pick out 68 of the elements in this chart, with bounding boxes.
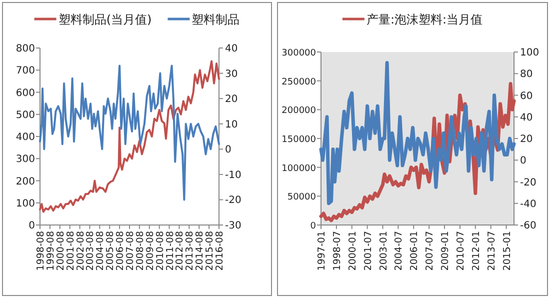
y2-tick-label: -40 — [520, 198, 536, 210]
y-tick-label: 50000 — [287, 192, 316, 203]
legend-label: 塑料制品 — [192, 12, 240, 26]
x-tick-label: 2006-01 — [409, 231, 420, 271]
x-tick-label: 2012-01 — [470, 231, 482, 271]
y-tick-label: 700 — [16, 66, 35, 77]
y-tick-label: 500 — [16, 110, 35, 121]
y2-tick-label: 100 — [520, 48, 540, 58]
x-tick-label: 2013-08 — [184, 231, 196, 271]
y-tick-label: 300 — [16, 154, 35, 166]
x-tick-label: 2008-08 — [134, 231, 146, 271]
y2-tick-label: -10 — [225, 170, 242, 181]
x-tick-label: 2007-08 — [125, 231, 136, 271]
legend-label: 塑料制品(当月值) — [58, 12, 152, 26]
y2-tick-label: -30 — [225, 220, 242, 232]
x-tick-label: 2009-01 — [440, 231, 452, 271]
y-tick-label: 250000 — [282, 77, 316, 88]
x-tick-label: 2005-08 — [105, 231, 116, 271]
y-tick-label: 400 — [16, 132, 35, 143]
y2-tick-label: 30 — [225, 68, 238, 80]
y2-tick-label: 0 — [225, 144, 232, 156]
x-tick-label: 2011-08 — [164, 231, 176, 271]
y-tick-label: 300000 — [282, 48, 316, 58]
x-tick-label: 2012-08 — [174, 231, 186, 271]
y-tick-label: 150000 — [282, 135, 316, 145]
x-tick-label: 2009-08 — [144, 231, 156, 271]
x-tick-label: 1997-01 — [316, 231, 328, 271]
y-tick-label: 100000 — [282, 164, 316, 174]
x-tick-label: 2016-08 — [214, 231, 226, 271]
y-tick-label: 600 — [16, 88, 35, 99]
y-tick-label: 200 — [16, 176, 35, 188]
x-tick-label: 2010-07 — [455, 231, 466, 271]
x-tick-label: 2004-07 — [394, 231, 405, 271]
y-tick-label: 200000 — [282, 106, 316, 116]
y-tick-label: 0 — [28, 220, 35, 232]
x-tick-label: 2003-01 — [378, 231, 390, 271]
y-tick-label: 0 — [310, 222, 316, 232]
y-tick-label: 800 — [16, 44, 35, 54]
y2-tick-label: -20 — [520, 177, 536, 188]
y2-tick-label: -60 — [520, 220, 536, 232]
x-tick-label: 2007-07 — [424, 231, 436, 271]
y2-tick-label: 0 — [520, 156, 526, 167]
y2-tick-label: 40 — [225, 44, 238, 54]
y2-tick-label: 20 — [520, 134, 533, 145]
y2-tick-label: 10 — [225, 119, 238, 130]
x-tick-label: 2001-07 — [362, 231, 374, 271]
y2-tick-label: 20 — [225, 94, 238, 106]
x-tick-label: 2000-08 — [55, 231, 66, 271]
x-tick-label: 2015-01 — [502, 231, 513, 271]
x-tick-label: 2013-07 — [486, 231, 498, 271]
x-tick-label: 2004-08 — [95, 231, 106, 271]
x-tick-label: 2000-01 — [347, 231, 358, 271]
x-tick-label: 2002-08 — [75, 231, 86, 271]
y-tick-label: 100 — [16, 198, 35, 210]
x-tick-label: 2014-08 — [194, 231, 206, 271]
x-tick-label: 2001-08 — [65, 231, 76, 271]
x-tick-label: 1998-07 — [332, 231, 343, 271]
y2-tick-label: 60 — [520, 90, 533, 102]
x-tick-label: 1998-08 — [36, 231, 46, 271]
x-tick-label: 2010-08 — [154, 231, 166, 271]
x-tick-label: 2015-08 — [204, 231, 216, 271]
x-tick-label: 2006-08 — [115, 231, 126, 271]
y2-tick-label: -20 — [225, 195, 242, 206]
y2-tick-label: 80 — [520, 69, 533, 80]
x-tick-label: 2003-08 — [85, 231, 96, 271]
x-tick-label: 1999-08 — [45, 231, 56, 271]
y2-tick-label: 40 — [520, 112, 533, 124]
legend-label: 产量:泡沫塑料:当月值 — [366, 12, 483, 26]
